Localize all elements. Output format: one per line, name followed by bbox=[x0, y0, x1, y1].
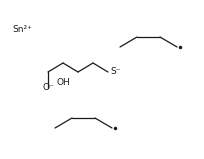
Text: OH: OH bbox=[56, 78, 70, 87]
Text: O⁻: O⁻ bbox=[42, 83, 54, 92]
Text: Sn²⁺: Sn²⁺ bbox=[12, 25, 32, 35]
Text: S⁻: S⁻ bbox=[110, 68, 121, 76]
